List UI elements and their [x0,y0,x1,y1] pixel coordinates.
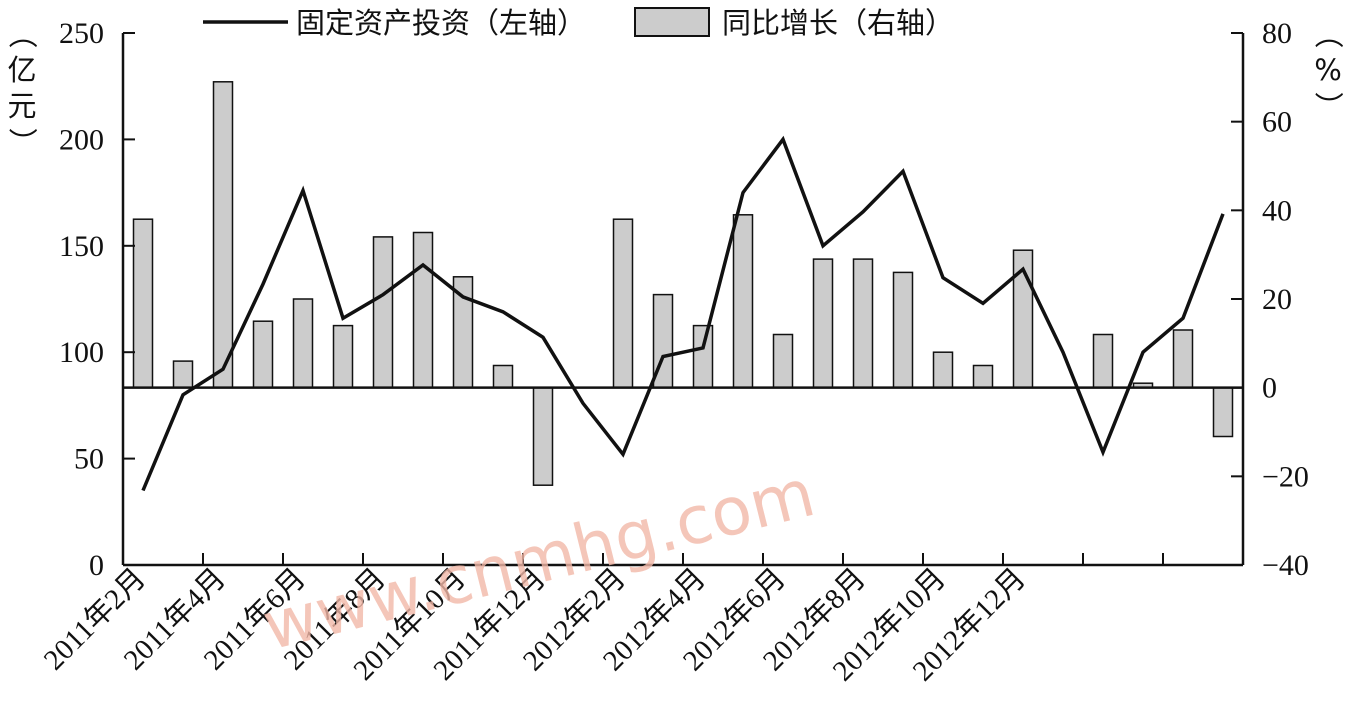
bar [692,324,714,389]
bar [412,231,434,389]
legend-bar-swatch [634,7,710,37]
y-left-tick-label: 150 [59,230,104,263]
y-right-tick-label: 80 [1262,17,1292,50]
y-left-axis-label: 亿 [7,53,36,87]
axes [121,32,1245,567]
bar [292,298,314,389]
bar [372,236,394,389]
legend-label: 固定资产投资（左轴） [296,6,586,40]
bar [492,364,514,389]
bar [172,360,194,389]
y-right-tick-label: −20 [1262,460,1309,493]
bar [732,214,754,389]
line-path [141,135,1225,492]
y-left-axis-label: ） [5,127,39,156]
y-right-tick-label: 0 [1262,372,1277,405]
y-left-axis-label: （ [5,19,39,48]
bar [772,333,794,389]
bar [1092,333,1114,389]
y-left-tick-label: 50 [74,443,104,476]
bar [1212,386,1234,438]
y-left-tick-label: 250 [59,17,104,50]
bar [132,218,154,389]
line-series [141,135,1225,492]
y-right-axis-label: ） [1311,91,1345,120]
bar [532,386,554,486]
bar [212,81,234,389]
y-right-axis-label: （ [1311,19,1345,48]
y-left-axis-label: 元 [7,89,36,123]
y-left-tick-label: 100 [59,336,104,369]
legend-label: 同比增长（右轴） [722,6,954,40]
y-right-tick-label: 40 [1262,194,1292,227]
bar [612,218,634,389]
bar [332,324,354,389]
bar [972,364,994,389]
legend: 固定资产投资（左轴） 同比增长（右轴） [203,6,954,40]
y-left-tick-label: 0 [89,549,104,582]
bar [252,320,274,389]
y-left-tick-label: 200 [59,123,104,156]
bar [892,271,914,389]
bar-series [132,81,1234,486]
y-right-tick-label: −40 [1262,549,1309,582]
bar [812,258,834,389]
bar [932,351,954,389]
y-right-axis-label: % [1314,53,1342,87]
y-right-tick-label: 20 [1262,283,1292,316]
bar [1172,329,1194,389]
bar [852,258,874,389]
y-right-tick-label: 60 [1262,106,1292,139]
